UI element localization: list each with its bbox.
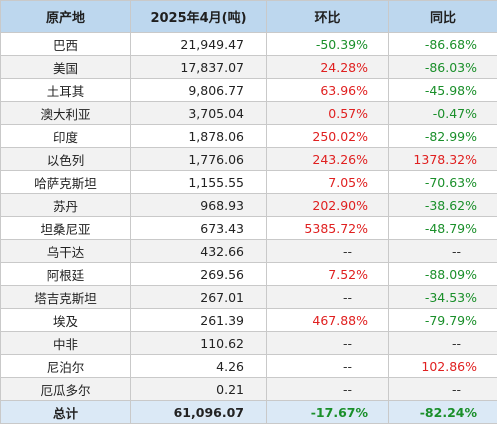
country-cell: 澳大利亚	[0, 101, 131, 125]
header-origin: 原产地	[0, 0, 131, 33]
yoy-cell: -34.53%	[388, 285, 497, 309]
table-row: 阿根廷 269.56 7.52% -88.09%	[0, 262, 497, 286]
table-row: 坦桑尼亚 673.43 5385.72% -48.79%	[0, 216, 497, 240]
total-row: 总计 61,096.07 -17.67% -82.24%	[0, 400, 497, 424]
volume-cell: 110.62	[130, 331, 267, 355]
table-row: 苏丹 968.93 202.90% -38.62%	[0, 193, 497, 217]
mom-cell: --	[266, 239, 389, 263]
yoy-cell: 1378.32%	[388, 147, 497, 171]
yoy-cell: -86.68%	[388, 32, 497, 56]
volume-cell: 1,878.06	[130, 124, 267, 148]
volume-cell: 267.01	[130, 285, 267, 309]
country-cell: 塔吉克斯坦	[0, 285, 131, 309]
yoy-cell: -0.47%	[388, 101, 497, 125]
yoy-cell: -79.79%	[388, 308, 497, 332]
country-cell: 哈萨克斯坦	[0, 170, 131, 194]
yoy-cell: --	[388, 331, 497, 355]
country-cell: 美国	[0, 55, 131, 79]
table-row: 美国 17,837.07 24.28% -86.03%	[0, 55, 497, 79]
country-cell: 厄瓜多尔	[0, 377, 131, 401]
yoy-cell: --	[388, 239, 497, 263]
table-row: 以色列 1,776.06 243.26% 1378.32%	[0, 147, 497, 171]
volume-cell: 4.26	[130, 354, 267, 378]
country-cell: 阿根廷	[0, 262, 131, 286]
mom-cell: 243.26%	[266, 147, 389, 171]
header-mom: 环比	[266, 0, 389, 33]
yoy-cell: --	[388, 377, 497, 401]
mom-cell: 7.52%	[266, 262, 389, 286]
country-cell: 巴西	[0, 32, 131, 56]
mom-cell: --	[266, 331, 389, 355]
volume-cell: 673.43	[130, 216, 267, 240]
country-cell: 尼泊尔	[0, 354, 131, 378]
total-label: 总计	[0, 400, 131, 424]
mom-cell: --	[266, 354, 389, 378]
table-row: 印度 1,878.06 250.02% -82.99%	[0, 124, 497, 148]
total-mom: -17.67%	[266, 400, 389, 424]
total-yoy: -82.24%	[388, 400, 497, 424]
yoy-cell: -82.99%	[388, 124, 497, 148]
mom-cell: 202.90%	[266, 193, 389, 217]
country-cell: 埃及	[0, 308, 131, 332]
yoy-cell: -38.62%	[388, 193, 497, 217]
header-row: 原产地 2025年4月(吨) 环比 同比	[0, 0, 497, 33]
mom-cell: 250.02%	[266, 124, 389, 148]
country-cell: 印度	[0, 124, 131, 148]
volume-cell: 1,776.06	[130, 147, 267, 171]
mom-cell: 7.05%	[266, 170, 389, 194]
country-cell: 中非	[0, 331, 131, 355]
mom-cell: 0.57%	[266, 101, 389, 125]
yoy-cell: -70.63%	[388, 170, 497, 194]
volume-cell: 9,806.77	[130, 78, 267, 102]
volume-cell: 21,949.47	[130, 32, 267, 56]
country-cell: 坦桑尼亚	[0, 216, 131, 240]
volume-cell: 261.39	[130, 308, 267, 332]
header-volume: 2025年4月(吨)	[130, 0, 267, 33]
mom-cell: 5385.72%	[266, 216, 389, 240]
country-cell: 苏丹	[0, 193, 131, 217]
table-row: 哈萨克斯坦 1,155.55 7.05% -70.63%	[0, 170, 497, 194]
volume-cell: 1,155.55	[130, 170, 267, 194]
table-row: 厄瓜多尔 0.21 -- --	[0, 377, 497, 401]
country-cell: 以色列	[0, 147, 131, 171]
volume-cell: 269.56	[130, 262, 267, 286]
volume-cell: 3,705.04	[130, 101, 267, 125]
mom-cell: -50.39%	[266, 32, 389, 56]
volume-cell: 17,837.07	[130, 55, 267, 79]
import-by-origin-table: 原产地 2025年4月(吨) 环比 同比 巴西 21,949.47 -50.39% -…	[0, 0, 497, 424]
table-row: 乌干达 432.66 -- --	[0, 239, 497, 263]
header-yoy: 同比	[388, 0, 497, 33]
country-cell: 乌干达	[0, 239, 131, 263]
mom-cell: 467.88%	[266, 308, 389, 332]
yoy-cell: -86.03%	[388, 55, 497, 79]
table-row: 塔吉克斯坦 267.01 -- -34.53%	[0, 285, 497, 309]
mom-cell: --	[266, 377, 389, 401]
mom-cell: 63.96%	[266, 78, 389, 102]
mom-cell: 24.28%	[266, 55, 389, 79]
volume-cell: 0.21	[130, 377, 267, 401]
table-row: 尼泊尔 4.26 -- 102.86%	[0, 354, 497, 378]
table-row: 埃及 261.39 467.88% -79.79%	[0, 308, 497, 332]
country-cell: 土耳其	[0, 78, 131, 102]
table-row: 中非 110.62 -- --	[0, 331, 497, 355]
volume-cell: 968.93	[130, 193, 267, 217]
yoy-cell: 102.86%	[388, 354, 497, 378]
yoy-cell: -48.79%	[388, 216, 497, 240]
table-row: 澳大利亚 3,705.04 0.57% -0.47%	[0, 101, 497, 125]
total-volume: 61,096.07	[130, 400, 267, 424]
table-row: 巴西 21,949.47 -50.39% -86.68%	[0, 32, 497, 56]
mom-cell: --	[266, 285, 389, 309]
table-row: 土耳其 9,806.77 63.96% -45.98%	[0, 78, 497, 102]
yoy-cell: -88.09%	[388, 262, 497, 286]
yoy-cell: -45.98%	[388, 78, 497, 102]
volume-cell: 432.66	[130, 239, 267, 263]
